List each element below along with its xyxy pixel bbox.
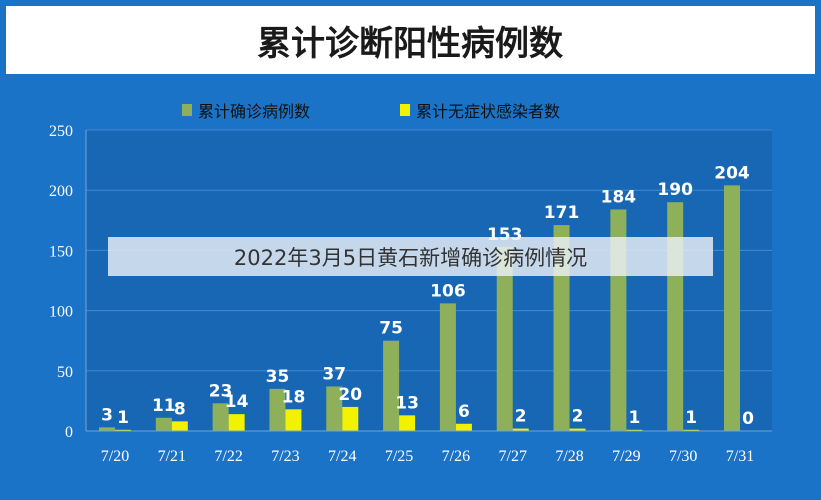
legend-label-confirmed: 累计确诊病例数 [198,102,310,121]
data-label-asymptomatic: 1 [117,408,129,428]
data-label-confirmed: 171 [544,203,580,223]
legend-swatch-confirmed [182,104,192,116]
bar-asymptomatic [399,415,416,431]
title-panel [6,6,815,74]
data-label-asymptomatic: 1 [628,408,640,428]
data-label-confirmed: 75 [379,319,403,339]
bar-confirmed [496,246,513,431]
bar-confirmed [553,225,570,431]
data-label-confirmed: 190 [657,180,693,200]
data-label-asymptomatic: 18 [282,387,306,407]
bar-asymptomatic [115,429,131,431]
bar-asymptomatic [626,429,643,431]
x-tick-label: 7/28 [555,448,583,465]
bar-asymptomatic [512,428,529,431]
overlay-caption-text: 2022年3月5日黄石新增确诊病例情况 [233,245,588,270]
data-label-confirmed: 106 [430,281,466,301]
bar-confirmed [724,185,740,431]
x-axis-ticks: 7/20 7/21 7/22 7/23 7/24 7/25 7/26 7/27 7/28 7/29… [101,448,754,465]
data-labels: 3 111823143518372075131066153217121841190… [101,163,754,429]
legend-swatch-asymptomatic [400,104,410,116]
x-tick-label: 7/20 [101,448,129,465]
data-label-confirmed: 37 [322,364,346,384]
x-tick-label: 7/23 [271,448,299,465]
data-label-confirmed: 35 [266,367,290,387]
plot-area [86,130,772,431]
data-label-confirmed: 3 [101,405,113,425]
y-tick-label: 250 [49,123,73,140]
data-label-asymptomatic: 0 [742,409,754,429]
bar-asymptomatic [342,406,359,431]
x-tick-label: 7/27 [499,448,527,465]
bar-confirmed [212,403,229,431]
x-tick-label: 7/24 [328,448,356,465]
y-tick-label: 50 [57,364,73,381]
x-tick-label: 7/29 [612,448,640,465]
bar-confirmed [383,340,400,431]
bar-confirmed [155,417,172,431]
bar-asymptomatic [228,414,245,431]
y-tick-label: 0 [65,424,73,441]
data-label-asymptomatic: 2 [572,407,584,427]
y-axis-ticks: 0 50 100 150 200 250 [49,123,73,441]
bar-confirmed [269,388,286,431]
x-tick-label: 7/31 [726,448,754,465]
data-label-asymptomatic: 14 [225,392,249,412]
y-tick-label: 100 [49,304,73,321]
legend-label-asymptomatic: 累计无症状感染者数 [416,102,560,121]
data-label-asymptomatic: 6 [458,402,470,422]
data-label-asymptomatic: 1 [685,408,697,428]
overlay-caption-banner: 2022年3月5日黄石新增确诊病例情况 [108,237,713,276]
data-label-confirmed: 11 [152,396,176,416]
bar-asymptomatic [455,423,472,431]
y-tick-label: 150 [49,243,73,260]
bar-asymptomatic [683,429,700,431]
x-tick-label: 7/30 [669,448,697,465]
bar-asymptomatic [569,428,586,431]
data-label-confirmed: 23 [209,381,233,401]
data-label-asymptomatic: 13 [395,393,419,413]
legend: 累计确诊病例数 累计无症状感染者数 [182,102,560,121]
bar-confirmed [99,427,115,431]
chart-title: 累计诊断阳性病例数 [257,24,563,64]
data-label-asymptomatic: 8 [174,399,186,419]
x-tick-label: 7/25 [385,448,413,465]
data-label-confirmed: 204 [714,163,750,183]
x-tick-label: 7/22 [214,448,242,465]
data-label-asymptomatic: 20 [338,385,362,405]
data-label-confirmed: 184 [601,187,637,207]
x-tick-label: 7/21 [158,448,186,465]
bar-asymptomatic [285,409,302,431]
bar-confirmed [439,303,456,431]
bar-confirmed [326,386,343,431]
data-label-asymptomatic: 2 [515,407,527,427]
y-tick-label: 200 [49,183,73,200]
bar-asymptomatic [171,421,188,431]
x-tick-label: 7/26 [442,448,470,465]
